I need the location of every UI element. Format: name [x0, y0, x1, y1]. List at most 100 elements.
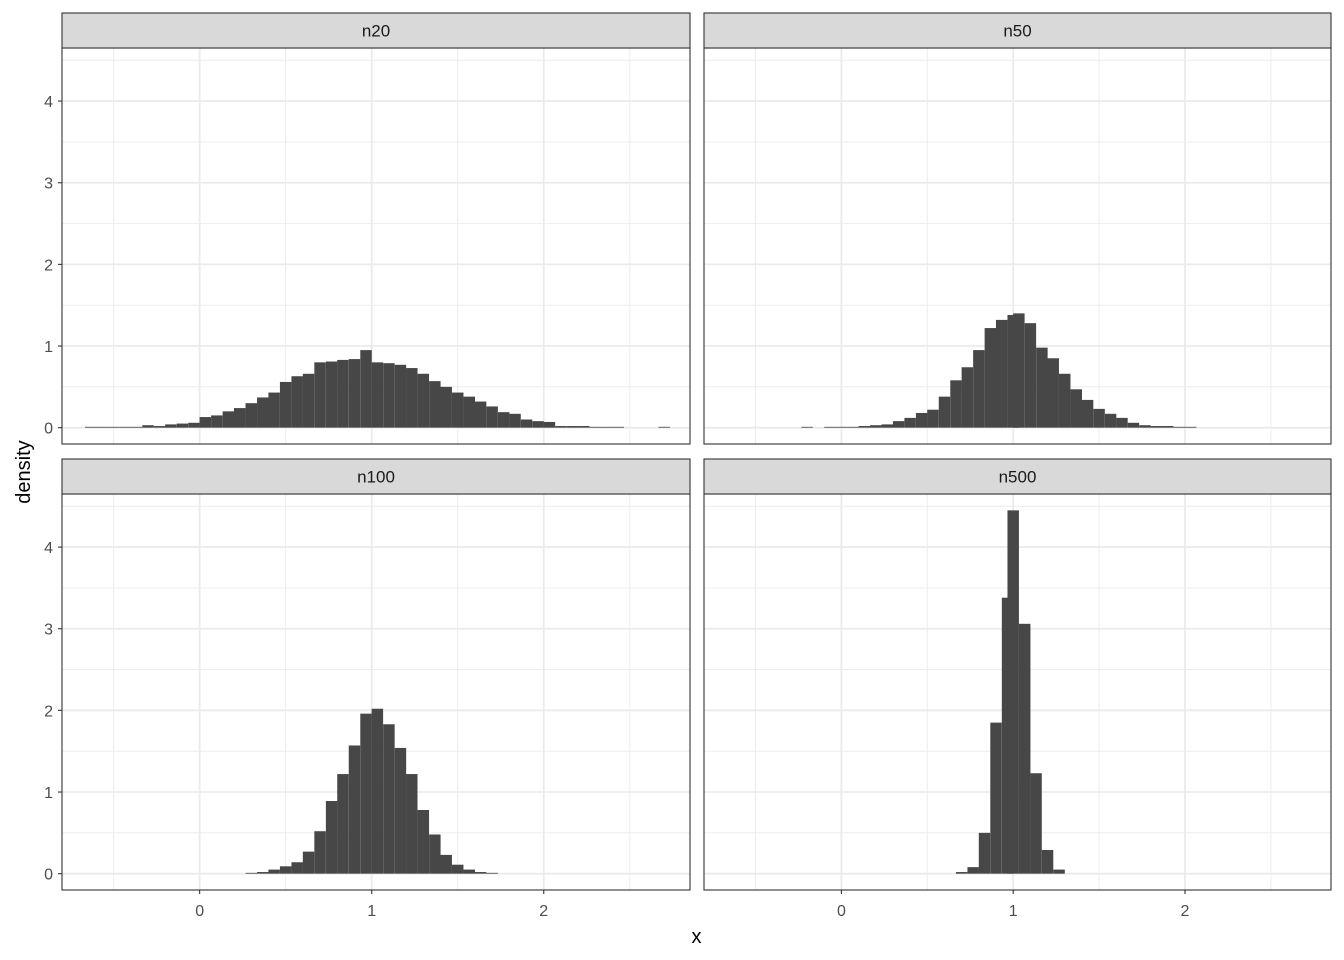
x-tick-label: 0: [837, 903, 846, 920]
histogram-bar: [497, 412, 510, 428]
facet-strip-label: n50: [1003, 22, 1031, 41]
histogram-bar: [824, 426, 836, 428]
histogram-bar: [96, 426, 108, 428]
histogram-bar: [589, 426, 602, 428]
histogram-bar: [961, 367, 974, 428]
histogram-bar: [1093, 408, 1105, 428]
y-tick-label: 1: [44, 785, 53, 802]
histogram-bar: [1024, 323, 1037, 428]
y-tick-label: 3: [44, 176, 53, 193]
y-tick-label: 0: [44, 421, 53, 438]
panel-n20: n20 0 1 2 3 4: [44, 12, 691, 445]
histogram-bar: [1162, 426, 1174, 428]
histogram-bar: [279, 381, 292, 428]
facet-strip: [61, 458, 691, 495]
histogram-bar: [142, 425, 154, 428]
histogram-bar: [870, 425, 882, 428]
histogram-bar: [337, 359, 349, 428]
histogram-bar: [463, 396, 475, 428]
histogram-bar: [1104, 413, 1117, 428]
histogram-bar: [927, 409, 939, 428]
histogram-bar: [1081, 399, 1094, 428]
facet-strip: [703, 12, 1332, 49]
histogram-bar: [847, 426, 859, 428]
histogram-bar: [257, 872, 269, 874]
histogram-bar: [543, 421, 556, 428]
histogram-bar: [440, 854, 452, 874]
histogram-bar: [153, 426, 166, 428]
facet-strip-label: n100: [357, 468, 395, 487]
histogram-bar: [406, 368, 418, 428]
histogram-bar: [325, 361, 338, 428]
histogram-bar: [279, 866, 292, 874]
histogram-bar: [566, 426, 579, 428]
histogram-bar: [429, 381, 441, 428]
histogram-bar: [1030, 773, 1042, 874]
histogram-bar: [1013, 313, 1025, 428]
histogram-bar: [474, 401, 487, 428]
histogram-bar: [406, 774, 418, 874]
y-tick-label: 4: [44, 540, 53, 557]
x-axis-title: x: [692, 926, 702, 948]
histogram-bar: [188, 422, 200, 428]
histogram-bar: [1007, 510, 1019, 874]
histogram-bar: [835, 426, 848, 428]
histogram-bar: [233, 408, 246, 428]
histogram-bar: [383, 363, 395, 428]
histogram-bar: [1070, 389, 1082, 428]
histogram-bar: [451, 392, 464, 428]
histogram-bar: [325, 801, 338, 874]
y-tick-label: 0: [44, 867, 53, 884]
x-tick-label: 1: [367, 903, 376, 920]
histogram-bar: [417, 373, 430, 428]
histogram-bar: [360, 350, 372, 428]
y-tick-label: 3: [44, 622, 53, 639]
histogram-bar: [394, 747, 407, 874]
histogram-bar: [245, 872, 257, 874]
histogram-bar: [440, 386, 452, 428]
histogram-bar: [417, 809, 430, 874]
histogram-bar: [1059, 373, 1071, 428]
histogram-bar: [383, 724, 395, 874]
histogram-bar: [904, 417, 916, 428]
histogram-bar: [1184, 426, 1197, 428]
histogram-bar: [257, 397, 269, 428]
histogram-bar: [486, 872, 498, 874]
histogram-bar: [892, 421, 905, 428]
histogram-bar: [601, 426, 613, 428]
histogram-bar: [302, 373, 315, 428]
histogram-bar: [474, 872, 487, 874]
histogram-bar: [1041, 849, 1054, 874]
histogram-bar: [337, 774, 349, 874]
histogram-bar: [1018, 623, 1031, 874]
histogram-bar: [658, 426, 670, 428]
histogram-bar: [119, 426, 131, 428]
histogram-bar: [555, 426, 567, 428]
panel-n500: n500 0 1 2: [703, 458, 1332, 920]
histogram-bar: [1053, 869, 1065, 874]
facet-strip-label: n500: [999, 468, 1037, 487]
histogram-bar: [532, 421, 544, 428]
histogram-bar: [995, 319, 1008, 428]
x-tick-label: 2: [539, 903, 548, 920]
histogram-bar: [973, 350, 985, 428]
histogram-bar: [915, 412, 928, 428]
histogram-bar: [1036, 347, 1048, 428]
histogram-bar: [984, 328, 997, 428]
histogram-bar: [165, 424, 177, 428]
y-tick-label: 4: [44, 94, 53, 111]
histogram-bar: [268, 392, 280, 428]
histogram-bar: [371, 362, 384, 428]
y-tick-label: 2: [44, 703, 53, 720]
histogram-bar: [451, 864, 464, 874]
histogram-bar: [1047, 358, 1059, 428]
x-tick-label: 2: [1181, 903, 1190, 920]
facet-strip: [703, 458, 1332, 495]
histogram-bar: [1150, 426, 1163, 428]
panel-n100: n100 0 1 2 3 4 0 1 2: [44, 458, 691, 920]
histogram-bar: [348, 359, 361, 428]
histogram-bar: [107, 426, 120, 428]
histogram-bar: [348, 745, 361, 874]
histogram-bar: [938, 396, 951, 428]
x-tick-label: 0: [195, 903, 204, 920]
